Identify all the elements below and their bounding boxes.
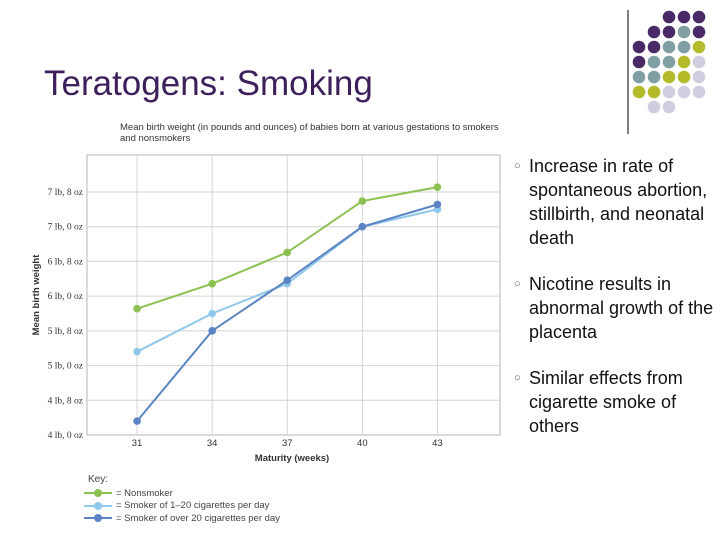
bullet-circle-icon: ○ [514, 372, 521, 384]
legend-swatch-nonsmoker [84, 488, 112, 498]
data-point [433, 183, 442, 191]
grid-lines [87, 155, 500, 435]
bullet-text: Nicotine results in abnormal growth of t… [529, 274, 714, 342]
legend-item-nonsmoker: = Nonsmoker [84, 487, 280, 500]
y-tick-label: 6 lb, 0 oz [48, 292, 83, 302]
x-axis-label: Maturity (weeks) [255, 453, 329, 464]
data-point [283, 248, 292, 257]
legend-key-title: Key: [88, 474, 109, 485]
x-tick-labels: 31 34 37 40 43 [132, 438, 443, 449]
legend-label: = Nonsmoker [116, 487, 173, 499]
data-point [208, 327, 216, 335]
data-point [358, 222, 367, 231]
bullet-circle-icon: ○ [514, 278, 521, 290]
decor-dot [662, 10, 676, 24]
decor-dot [692, 55, 706, 69]
x-tick-label: 43 [432, 438, 443, 449]
x-tick-label: 37 [282, 438, 293, 449]
decor-dot [677, 10, 691, 24]
y-tick-label: 5 lb, 8 oz [48, 327, 83, 337]
decor-dot [677, 40, 691, 54]
data-point [358, 197, 367, 205]
decor-dot [692, 70, 706, 84]
decor-dot [677, 85, 691, 99]
decorative-dot-grid [632, 10, 706, 114]
bullet-text: Similar effects from cigarette smoke of … [529, 368, 683, 436]
decor-dot [662, 25, 676, 39]
legend-item-light-smoker: = Smoker of 1–20 cigarettes per day [84, 500, 280, 513]
data-point [133, 417, 141, 425]
data-point [283, 276, 292, 284]
x-tick-label: 34 [207, 438, 218, 449]
y-tick-label: 4 lb, 8 oz [48, 396, 83, 406]
decor-dot [692, 25, 706, 39]
bullet-item: ○ Nicotine results in abnormal growth of… [514, 272, 714, 344]
decor-dot [647, 85, 661, 99]
decor-dot [647, 25, 661, 39]
decor-dot [662, 70, 676, 84]
decor-dot [677, 55, 691, 69]
plot-area-frame [86, 154, 501, 436]
bullet-text: Increase in rate of spontaneous abortion… [529, 156, 708, 248]
legend-swatch-heavy-smoker [84, 513, 112, 523]
legend-label: = Smoker of over 20 cigarettes per day [116, 512, 280, 524]
decor-dot [647, 100, 661, 114]
decor-dot [692, 40, 706, 54]
y-tick-label: 6 lb, 8 oz [48, 257, 83, 267]
series-lines [133, 183, 442, 425]
chart-legend: = Nonsmoker = Smoker of 1–20 cigarettes … [84, 487, 280, 525]
decor-dot [647, 40, 661, 54]
decor-dot [677, 70, 691, 84]
y-tick-label: 4 lb, 0 oz [48, 431, 83, 441]
data-point [208, 279, 216, 288]
x-tick-label: 31 [132, 438, 143, 449]
decor-dot [677, 25, 691, 39]
decor-dot [647, 70, 661, 84]
y-tick-label: 5 lb, 0 oz [48, 362, 83, 372]
x-tick-label: 40 [357, 438, 368, 449]
legend-swatch-light-smoker [84, 501, 112, 511]
data-point [433, 200, 442, 209]
decor-dot [632, 55, 646, 69]
y-tick-label: 7 lb, 0 oz [48, 223, 83, 233]
chart-title: Mean birth weight (in pounds and ounces)… [120, 122, 499, 144]
decor-dot [647, 55, 661, 69]
decor-dot [662, 55, 676, 69]
title-divider-line [627, 10, 629, 134]
decor-dot [632, 70, 646, 84]
y-tick-label: 7 lb, 8 oz [48, 188, 83, 198]
decor-dot [692, 10, 706, 24]
decor-dot [632, 85, 646, 99]
data-point [133, 347, 141, 356]
data-point [133, 304, 141, 313]
bullet-item: ○ Increase in rate of spontaneous aborti… [514, 154, 714, 250]
bullet-list: ○ Increase in rate of spontaneous aborti… [514, 154, 714, 460]
decor-dot [662, 40, 676, 54]
decor-dot [662, 85, 676, 99]
data-point [208, 309, 216, 318]
bullet-item: ○ Similar effects from cigarette smoke o… [514, 366, 714, 438]
y-axis-label: Mean birth weight [31, 254, 42, 336]
slide-title: Teratogens: Smoking [44, 64, 373, 103]
bullet-circle-icon: ○ [514, 160, 521, 172]
y-tick-labels: 4 lb, 0 oz 4 lb, 8 oz 5 lb, 0 oz 5 lb, 8 oz… [48, 188, 83, 441]
decor-dot [662, 100, 676, 114]
legend-item-heavy-smoker: = Smoker of over 20 cigarettes per day [84, 512, 280, 525]
decor-dot [692, 85, 706, 99]
legend-label: = Smoker of 1–20 cigarettes per day [116, 500, 270, 512]
decor-dot [632, 40, 646, 54]
